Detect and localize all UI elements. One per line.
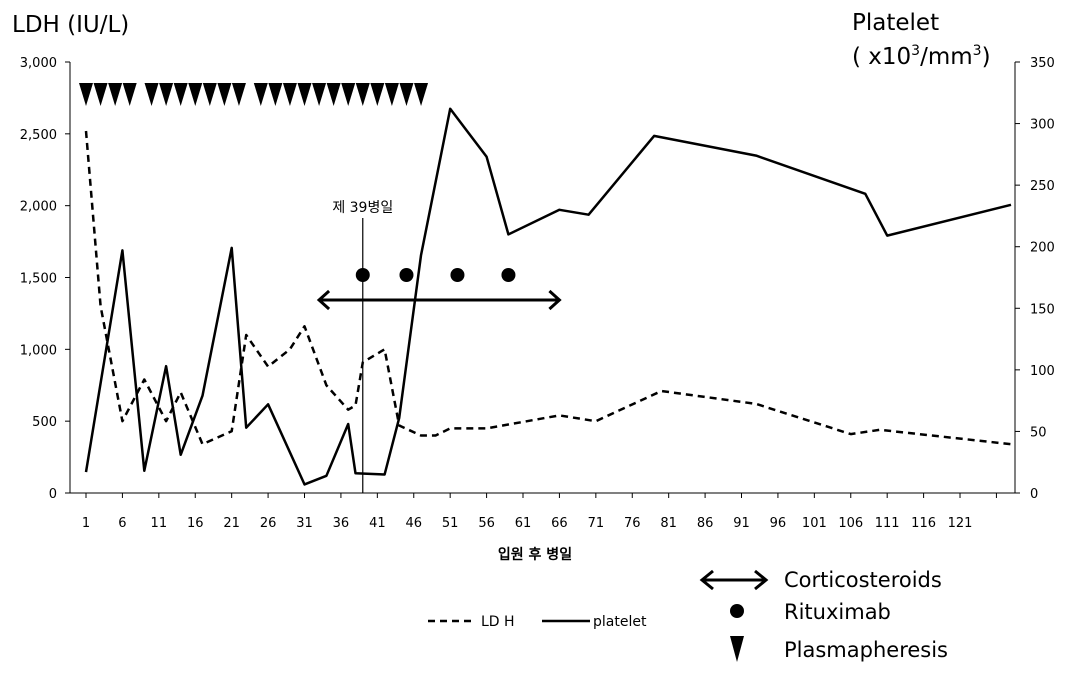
x-tick-label: 66 bbox=[551, 516, 568, 531]
series-line-ldh bbox=[84, 130, 1012, 446]
x-tick-label: 1 bbox=[82, 516, 90, 531]
x-tick-label: 46 bbox=[405, 516, 422, 531]
plasmapheresis-marker bbox=[173, 83, 188, 106]
rituximab-marker bbox=[399, 268, 414, 282]
plasmapheresis-marker bbox=[217, 83, 232, 106]
legend-rituximab-icon bbox=[730, 604, 744, 618]
plasmapheresis-marker bbox=[384, 83, 399, 106]
legend-corticosteroids-label: Corticosteroids bbox=[784, 568, 942, 592]
plasmapheresis-markers bbox=[79, 83, 429, 106]
series-line-platelet bbox=[84, 107, 1012, 486]
plasmapheresis-marker bbox=[231, 83, 246, 106]
x-tick-label: 41 bbox=[369, 516, 386, 531]
x-tick-label: 26 bbox=[260, 516, 277, 531]
corticosteroid-arrow-head-left bbox=[316, 289, 331, 311]
x-tick-label: 36 bbox=[333, 516, 350, 531]
right-axis-title-line1: Platelet bbox=[852, 10, 939, 36]
right-tick-label: 350 bbox=[1030, 56, 1055, 71]
legend-ldh-label: LD H bbox=[481, 614, 515, 630]
corticosteroid-range bbox=[316, 289, 562, 311]
plasmapheresis-marker bbox=[355, 83, 370, 106]
x-tick-label: 71 bbox=[588, 516, 605, 531]
legend-platelet-label: platelet bbox=[593, 614, 647, 630]
x-axis-title: 입원 후 병일 bbox=[498, 546, 572, 563]
series-layer bbox=[84, 107, 1012, 486]
x-tick-label: 61 bbox=[515, 516, 532, 531]
plasmapheresis-marker bbox=[108, 83, 123, 106]
day-39-label: 제 39병일 bbox=[332, 200, 393, 216]
right-axis-ticks: 0 50 100 150 200 250 300 350 bbox=[1015, 56, 1055, 502]
rituximab-marker bbox=[450, 268, 465, 282]
left-tick-label: 2,500 bbox=[20, 128, 57, 143]
x-tick-label: 16 bbox=[187, 516, 204, 531]
x-tick-label: 91 bbox=[733, 516, 750, 531]
x-tick-label: 111 bbox=[875, 516, 900, 531]
plasmapheresis-marker bbox=[370, 83, 385, 106]
x-tick-label: 81 bbox=[660, 516, 677, 531]
plasmapheresis-marker bbox=[202, 83, 217, 106]
left-tick-label: 1,000 bbox=[20, 343, 57, 358]
x-axis-ticks: 1 6 11 16 21 26 31 36 41 46 51 56 61 66 71 76 81 86 91 96 10… bbox=[82, 493, 997, 531]
left-tick-label: 2,000 bbox=[20, 200, 57, 215]
right-tick-label: 0 bbox=[1030, 487, 1038, 502]
left-axis-title: LDH (IU/L) bbox=[12, 12, 129, 38]
left-axis-ticks: 0 500 1,000 1,500 2,000 2,500 3,000 bbox=[20, 56, 70, 502]
plasmapheresis-marker bbox=[282, 83, 297, 106]
x-tick-label: 6 bbox=[118, 516, 126, 531]
plasmapheresis-marker bbox=[253, 83, 268, 106]
x-tick-label: 11 bbox=[151, 516, 168, 531]
right-tick-label: 250 bbox=[1030, 179, 1055, 194]
right-axis-title-line2: ( x103/mm3) bbox=[852, 43, 991, 70]
plasmapheresis-marker bbox=[93, 83, 108, 106]
plasmapheresis-marker bbox=[268, 83, 283, 106]
left-tick-label: 500 bbox=[32, 415, 57, 430]
left-tick-label: 1,500 bbox=[20, 272, 57, 287]
x-tick-label: 51 bbox=[442, 516, 459, 531]
x-tick-label: 106 bbox=[838, 516, 863, 531]
x-tick-label: 21 bbox=[223, 516, 240, 531]
right-tick-label: 300 bbox=[1030, 118, 1055, 133]
plasmapheresis-marker bbox=[312, 83, 327, 106]
x-tick-label: 101 bbox=[802, 516, 827, 531]
x-tick-label: 76 bbox=[624, 516, 641, 531]
plasmapheresis-marker bbox=[326, 83, 341, 106]
plasmapheresis-marker bbox=[414, 83, 429, 106]
plasmapheresis-marker bbox=[144, 83, 159, 106]
right-tick-label: 50 bbox=[1030, 425, 1047, 440]
plasmapheresis-marker bbox=[341, 83, 356, 106]
left-tick-label: 3,000 bbox=[20, 56, 57, 71]
x-tick-label: 56 bbox=[478, 516, 495, 531]
right-tick-label: 200 bbox=[1030, 241, 1055, 256]
plasmapheresis-marker bbox=[159, 83, 174, 106]
plasmapheresis-marker bbox=[122, 83, 137, 106]
rituximab-marker bbox=[501, 268, 516, 282]
right-tick-label: 100 bbox=[1030, 364, 1055, 379]
plasmapheresis-marker bbox=[297, 83, 312, 106]
legend-rituximab-label: Rituximab bbox=[784, 600, 891, 624]
legend-plasmapheresis-label: Plasmapheresis bbox=[784, 638, 948, 662]
corticosteroid-arrow-head-right bbox=[548, 289, 562, 311]
x-tick-label: 116 bbox=[911, 516, 936, 531]
plasmapheresis-marker bbox=[79, 83, 93, 106]
x-tick-label: 96 bbox=[770, 516, 787, 531]
left-tick-label: 0 bbox=[49, 487, 57, 502]
legend-corticosteroids-icon bbox=[699, 569, 769, 591]
right-tick-label: 150 bbox=[1030, 302, 1055, 317]
x-tick-label: 31 bbox=[296, 516, 313, 531]
legend-plasmapheresis-icon bbox=[730, 636, 744, 662]
x-tick-label: 86 bbox=[697, 516, 714, 531]
rituximab-markers bbox=[355, 268, 516, 282]
x-tick-label: 121 bbox=[948, 516, 973, 531]
plasmapheresis-marker bbox=[188, 83, 203, 106]
plasmapheresis-marker bbox=[399, 83, 414, 106]
